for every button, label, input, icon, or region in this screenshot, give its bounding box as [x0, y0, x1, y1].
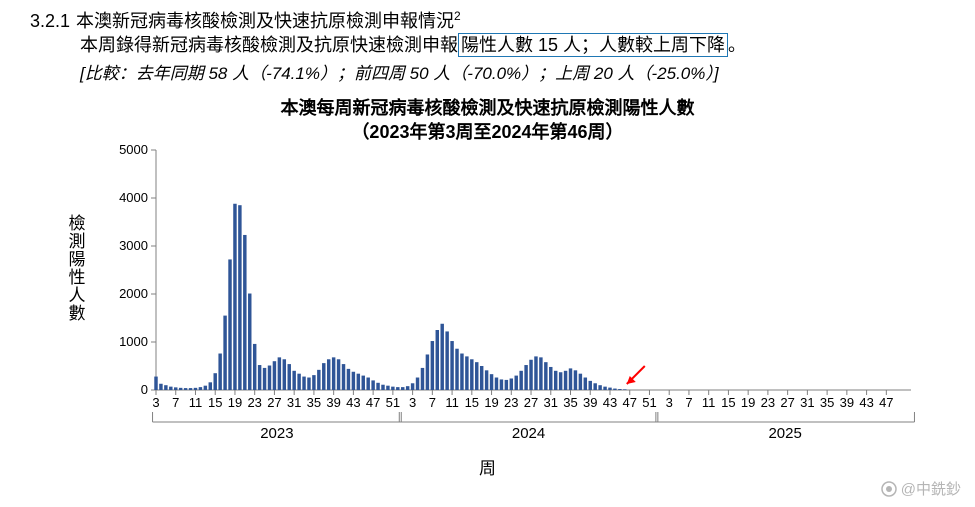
svg-text:4000: 4000 [119, 190, 148, 205]
svg-text:3: 3 [666, 395, 673, 410]
svg-text:27: 27 [524, 395, 538, 410]
svg-text:2023: 2023 [260, 425, 293, 442]
watermark-text: @中銑鈔 [901, 481, 961, 498]
svg-text:35: 35 [820, 395, 834, 410]
svg-text:11: 11 [702, 395, 716, 410]
svg-text:47: 47 [879, 395, 893, 410]
svg-text:2000: 2000 [119, 286, 148, 301]
svg-text:23: 23 [504, 395, 518, 410]
svg-text:19: 19 [228, 395, 242, 410]
svg-text:15: 15 [208, 395, 222, 410]
summary-before: 本周錄得新冠病毒核酸檢測及抗原快速檢測申報 [80, 35, 458, 55]
svg-text:31: 31 [544, 395, 558, 410]
svg-text:5000: 5000 [119, 145, 148, 157]
svg-text:23: 23 [761, 395, 775, 410]
svg-text:35: 35 [563, 395, 577, 410]
svg-text:51: 51 [642, 395, 656, 410]
svg-text:47: 47 [366, 395, 380, 410]
summary-line: 本周錄得新冠病毒核酸檢測及抗原快速檢測申報陽性人數 15 人；人數較上周下降。 [80, 33, 746, 57]
svg-text:19: 19 [741, 395, 755, 410]
svg-text:43: 43 [859, 395, 873, 410]
svg-text:51: 51 [386, 395, 400, 410]
svg-text:7: 7 [172, 395, 179, 410]
svg-text:35: 35 [307, 395, 321, 410]
section-title: 本澳新冠病毒核酸檢測及快速抗原檢測申報情況 [76, 11, 454, 31]
weibo-watermark: @中銑鈔 [881, 478, 961, 499]
svg-text:19: 19 [484, 395, 498, 410]
section-title-superscript: 2 [454, 9, 461, 23]
svg-text:11: 11 [445, 395, 459, 410]
svg-text:31: 31 [800, 395, 814, 410]
summary-highlight-box: 陽性人數 15 人；人數較上周下降 [458, 33, 728, 57]
svg-text:2024: 2024 [512, 425, 545, 442]
comparison-line: [比較：去年同期 58 人（-74.1%）；前四周 50 人（-70.0%）；上… [80, 63, 719, 85]
svg-text:39: 39 [840, 395, 854, 410]
svg-text:27: 27 [267, 395, 281, 410]
svg-text:3: 3 [409, 395, 416, 410]
svg-text:23: 23 [247, 395, 261, 410]
x-axis-label: 周 [0, 454, 975, 479]
chart-title-line1: 本澳每周新冠病毒核酸檢測及快速抗原檢測陽性人數 [0, 94, 975, 120]
svg-text:43: 43 [346, 395, 360, 410]
svg-text:15: 15 [721, 395, 735, 410]
svg-text:39: 39 [583, 395, 597, 410]
chart-title-line2: （2023年第3周至2024年第46周） [0, 118, 975, 144]
svg-text:39: 39 [326, 395, 340, 410]
svg-text:3: 3 [152, 395, 159, 410]
svg-text:31: 31 [287, 395, 301, 410]
svg-text:11: 11 [189, 395, 203, 410]
svg-text:2025: 2025 [768, 425, 801, 442]
svg-text:7: 7 [429, 395, 436, 410]
svg-text:7: 7 [685, 395, 692, 410]
svg-text:1000: 1000 [119, 334, 148, 349]
section-number: 3.2.1 [30, 11, 70, 31]
weibo-eye-icon [881, 481, 897, 497]
svg-text:0: 0 [141, 382, 148, 397]
svg-text:3000: 3000 [119, 238, 148, 253]
summary-after: 。 [728, 35, 746, 55]
svg-text:27: 27 [780, 395, 794, 410]
svg-text:47: 47 [622, 395, 636, 410]
weekly-positives-bar-chart: 0100020003000400050003711151923273135394… [96, 145, 916, 470]
svg-text:15: 15 [465, 395, 479, 410]
y-axis-label: 檢測陽性人數 [68, 215, 86, 323]
section-heading: 3.2.1 本澳新冠病毒核酸檢測及快速抗原檢測申報情況2 [30, 4, 461, 33]
svg-text:43: 43 [603, 395, 617, 410]
